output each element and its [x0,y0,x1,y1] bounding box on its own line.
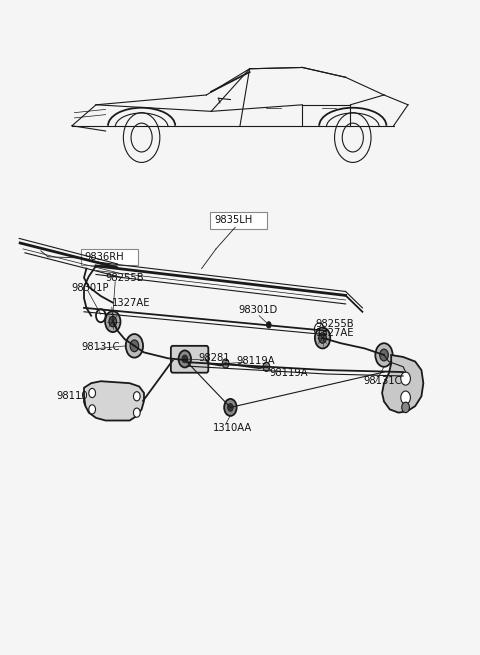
Circle shape [222,359,229,368]
Circle shape [130,340,139,352]
Circle shape [133,392,140,401]
Text: 98281: 98281 [198,352,230,363]
Text: 98131C: 98131C [364,376,402,386]
Circle shape [228,403,233,411]
Circle shape [314,323,324,336]
Circle shape [126,334,143,358]
Text: 98119A: 98119A [270,368,308,379]
Text: 98119A: 98119A [237,356,275,366]
Text: 9835LH: 9835LH [215,215,253,225]
Circle shape [89,388,96,398]
Circle shape [224,399,237,416]
FancyBboxPatch shape [81,249,138,265]
Circle shape [263,362,270,371]
Ellipse shape [84,387,132,415]
Circle shape [105,311,120,332]
Polygon shape [382,355,423,413]
Circle shape [315,328,330,348]
Text: 1327AE: 1327AE [316,328,354,338]
Circle shape [401,372,410,385]
Circle shape [380,349,388,361]
Circle shape [402,402,409,413]
Text: 1327AE: 1327AE [112,298,150,309]
Circle shape [133,408,140,417]
Circle shape [375,343,393,367]
Circle shape [401,391,410,404]
FancyBboxPatch shape [210,212,267,229]
Text: 1310AA: 1310AA [213,422,252,433]
Circle shape [319,333,326,343]
Text: 9836RH: 9836RH [84,252,124,262]
Text: 98255B: 98255B [316,318,354,329]
FancyBboxPatch shape [171,346,208,373]
Circle shape [89,405,96,414]
Circle shape [182,355,188,363]
Text: 98301D: 98301D [238,305,277,316]
Circle shape [109,316,117,327]
Text: 98255B: 98255B [106,273,144,284]
Circle shape [179,350,191,367]
Circle shape [266,322,271,328]
Text: 98301P: 98301P [71,283,108,293]
Polygon shape [84,381,144,421]
Text: 98131C: 98131C [82,342,120,352]
Circle shape [96,309,106,322]
Text: 98110: 98110 [56,391,88,402]
